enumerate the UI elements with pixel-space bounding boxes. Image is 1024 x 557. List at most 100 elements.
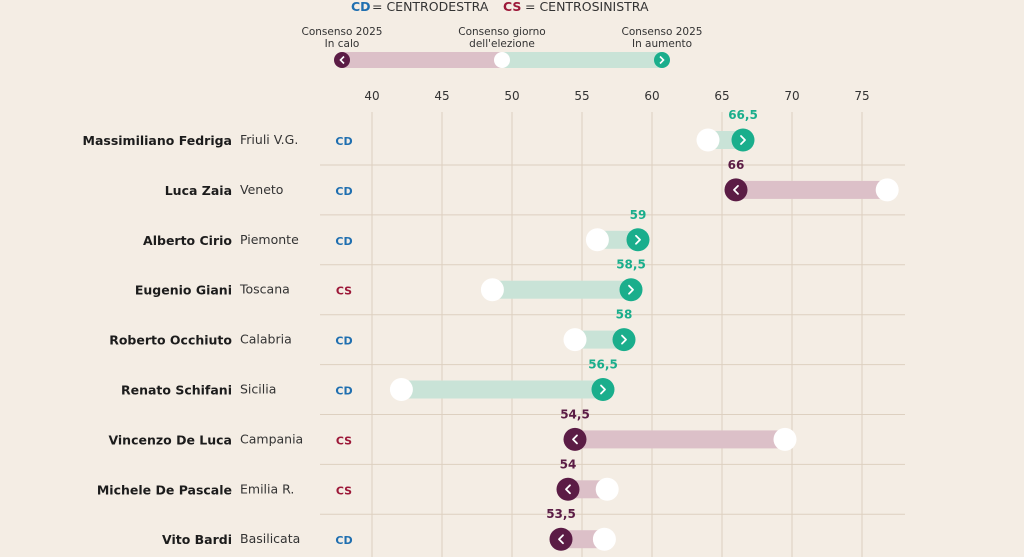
politician-name: Eugenio Giani xyxy=(135,283,232,298)
chart-row: Vito Bardi Basilicata CD 53,5 xyxy=(162,507,616,551)
change-bar xyxy=(401,380,603,399)
coalition-badge: CD xyxy=(335,534,352,547)
region-name: Calabria xyxy=(240,332,292,347)
value-label: 59 xyxy=(630,208,647,222)
key-up-line1: Consenso 2025 xyxy=(622,26,703,38)
chart-row: Vincenzo De Luca Campania CS 54,5 xyxy=(108,407,905,465)
value-label: 54 xyxy=(560,457,577,471)
politician-name: Vincenzo De Luca xyxy=(108,432,232,447)
current-dot xyxy=(549,527,573,551)
election-dot xyxy=(592,527,616,551)
chevron-right-icon xyxy=(628,284,634,295)
key-increase-bar xyxy=(502,52,662,68)
key-decrease-dot xyxy=(334,52,350,68)
chevron-left-icon xyxy=(733,185,739,195)
region-name: Campania xyxy=(240,431,303,446)
coalition-badge: CD xyxy=(335,385,352,398)
coalition-badge: CS xyxy=(336,484,352,497)
key-increase-dot xyxy=(654,52,670,68)
politician-name: Alberto Cirio xyxy=(143,233,232,248)
chevron-right-icon xyxy=(635,234,641,245)
chevron-right-icon xyxy=(740,135,746,145)
election-dot xyxy=(595,477,619,501)
chart-row: Eugenio Giani Toscana CS 58,5 xyxy=(135,258,905,316)
value-label: 58 xyxy=(616,308,633,322)
change-bar xyxy=(575,430,785,449)
election-dot xyxy=(389,378,413,401)
election-dot xyxy=(480,278,504,302)
change-bar xyxy=(492,280,631,299)
key-down-line1: Consenso 2025 xyxy=(302,26,383,38)
politician-name: Vito Bardi xyxy=(162,532,232,547)
x-tick-label: 60 xyxy=(644,89,659,103)
current-dot xyxy=(556,477,580,501)
key-mid-line1: Consenso giorno xyxy=(458,26,545,38)
legend-cs-text: = CENTROSINISTRA xyxy=(525,0,649,14)
election-dot xyxy=(773,427,797,451)
coalition-badge: CS xyxy=(336,285,352,298)
election-dot xyxy=(875,178,899,202)
chart-row: Massimiliano Fedriga Friuli V.G. CD 66,5 xyxy=(83,108,905,166)
value-label: 54,5 xyxy=(560,407,590,421)
current-dot xyxy=(626,228,650,252)
chart-row: Alberto Cirio Piemonte CD 59 xyxy=(143,208,905,266)
region-name: Veneto xyxy=(240,182,283,197)
chevron-right-icon xyxy=(659,55,665,65)
region-name: Piemonte xyxy=(240,232,299,247)
x-tick-label: 45 xyxy=(434,89,449,103)
region-name: Emilia R. xyxy=(240,481,294,496)
change-bar xyxy=(561,530,605,549)
election-dot xyxy=(563,328,587,352)
chevron-left-icon xyxy=(572,434,578,445)
key-mid-line2: dell'elezione xyxy=(469,38,535,50)
current-dot xyxy=(591,378,615,401)
coalition-badge: CS xyxy=(336,434,352,447)
coalition-badge: CD xyxy=(335,135,352,148)
politician-name: Roberto Occhiuto xyxy=(109,333,232,348)
value-label: 58,5 xyxy=(616,258,646,272)
current-dot xyxy=(731,128,755,152)
current-dot xyxy=(612,328,636,352)
x-tick-label: 75 xyxy=(854,89,869,103)
legend: CD = CENTRODESTRA CS = CENTROSINISTRA Co… xyxy=(302,0,703,68)
value-label: 66,5 xyxy=(728,108,758,122)
key-up-line2: In aumento xyxy=(632,38,692,50)
chart-rows: Massimiliano Fedriga Friuli V.G. CD 66,5 Luc… xyxy=(83,108,905,551)
region-name: Sicilia xyxy=(240,382,276,397)
chevron-left-icon xyxy=(339,55,345,65)
chevron-right-icon xyxy=(621,334,627,345)
chart-row: Luca Zaia Veneto CD 66 xyxy=(165,158,905,216)
x-tick-label: 40 xyxy=(364,89,379,103)
current-dot xyxy=(724,178,748,202)
x-tick-label: 70 xyxy=(784,89,799,103)
region-name: Friuli V.G. xyxy=(240,132,298,147)
politician-name: Massimiliano Fedriga xyxy=(83,133,232,148)
value-label: 66 xyxy=(728,158,745,172)
chart-row: Roberto Occhiuto Calabria CD 58 xyxy=(109,308,905,366)
value-label: 56,5 xyxy=(588,358,618,372)
politician-name: Michele De Pascale xyxy=(97,482,232,497)
key-election-dot xyxy=(494,52,510,68)
value-label: 53,5 xyxy=(546,507,576,521)
coalition-badge: CD xyxy=(335,335,352,348)
chevron-right-icon xyxy=(600,384,606,395)
region-name: Basilicata xyxy=(240,531,300,546)
x-axis: 40 45 50 55 60 65 70 75 xyxy=(364,89,869,103)
key-down-line2: In calo xyxy=(325,38,360,50)
politician-name: Renato Schifani xyxy=(121,383,232,398)
change-bar xyxy=(575,330,624,349)
current-dot xyxy=(563,427,587,451)
election-dot xyxy=(585,228,609,252)
coalition-badge: CD xyxy=(335,185,352,198)
key-decrease-bar xyxy=(342,52,502,68)
coalition-badge: CD xyxy=(335,235,352,248)
current-dot xyxy=(619,278,643,302)
election-dot xyxy=(696,128,720,152)
chart-row: Renato Schifani Sicilia CD 56,5 xyxy=(121,358,905,415)
legend-cd-text: = CENTRODESTRA xyxy=(372,0,489,14)
chart-row: Michele De Pascale Emilia R. CS 54 xyxy=(97,457,905,515)
region-name: Toscana xyxy=(239,282,290,297)
chevron-left-icon xyxy=(565,484,571,495)
x-tick-label: 50 xyxy=(504,89,519,103)
